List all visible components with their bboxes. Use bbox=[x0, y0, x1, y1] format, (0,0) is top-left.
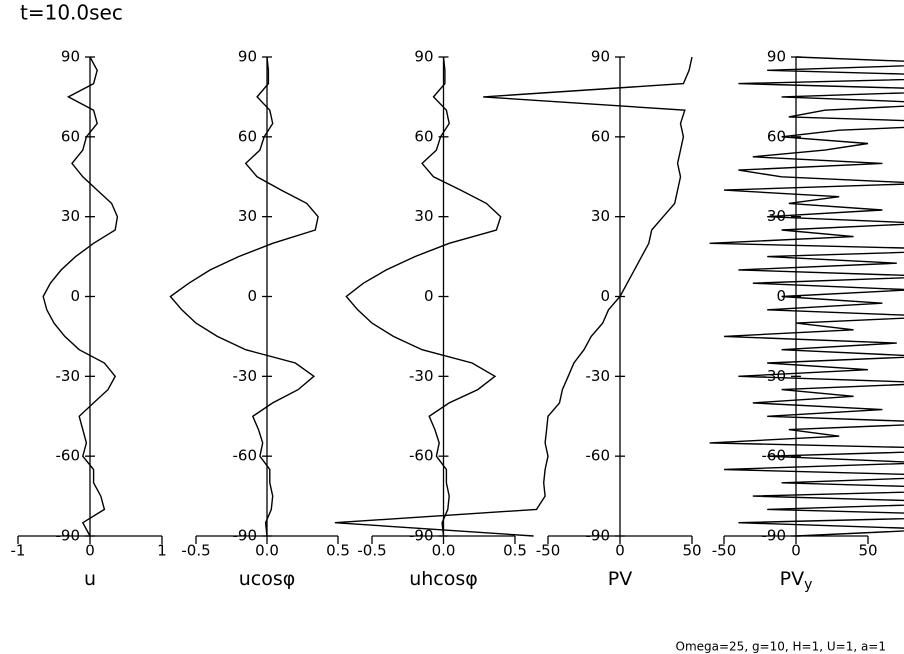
x-axis-label-main: PV bbox=[608, 568, 632, 590]
y-tick-label: 0 bbox=[776, 287, 786, 305]
x-tick-label: -50 bbox=[712, 542, 737, 560]
y-tick-label: -90 bbox=[409, 527, 434, 545]
x-tick-label: 0.0 bbox=[255, 542, 279, 560]
x-tick-label: 50 bbox=[682, 542, 701, 560]
profile-line bbox=[334, 56, 693, 537]
chart-title: t=10.0sec bbox=[20, 1, 123, 25]
y-tick-label: 30 bbox=[61, 207, 80, 225]
x-tick-label: 0 bbox=[615, 542, 625, 560]
x-tick-label: 0.0 bbox=[432, 542, 456, 560]
y-tick-label: -90 bbox=[762, 527, 787, 545]
y-tick-label: -30 bbox=[233, 367, 258, 385]
x-tick-label: 0.5 bbox=[326, 542, 350, 560]
x-tick-label: -1 bbox=[11, 542, 26, 560]
y-tick-label: -60 bbox=[409, 447, 434, 465]
profile-line bbox=[42, 56, 119, 537]
y-tick-label: -30 bbox=[409, 367, 434, 385]
profile-line bbox=[709, 56, 904, 537]
y-tick-label: 30 bbox=[591, 207, 610, 225]
y-tick-label: 0 bbox=[70, 287, 80, 305]
y-tick-label: 60 bbox=[767, 127, 786, 145]
y-tick-label: 90 bbox=[414, 48, 433, 66]
x-tick-label: 0.5 bbox=[503, 542, 527, 560]
y-tick-label: -90 bbox=[233, 527, 258, 545]
y-tick-label: 90 bbox=[61, 48, 80, 66]
x-tick-label: 0 bbox=[85, 542, 95, 560]
footer-note: Omega=25, g=10, H=1, U=1, a=1 bbox=[676, 640, 887, 654]
x-axis-label-main: PV bbox=[780, 568, 804, 590]
y-tick-label: 60 bbox=[591, 127, 610, 145]
x-axis-label-main: ucosφ bbox=[239, 568, 296, 590]
x-axis-label-main: u bbox=[84, 568, 96, 590]
y-tick-label: 60 bbox=[414, 127, 433, 145]
x-axis-label: PV bbox=[608, 568, 632, 590]
y-tick-label: -90 bbox=[586, 527, 611, 545]
y-tick-label: -60 bbox=[233, 447, 258, 465]
y-tick-label: 0 bbox=[247, 287, 257, 305]
y-tick-label: 90 bbox=[767, 48, 786, 66]
x-axis-label: PVy bbox=[780, 568, 813, 594]
y-tick-label: -30 bbox=[586, 367, 611, 385]
y-tick-label: -60 bbox=[56, 447, 81, 465]
x-axis-label: uhcosφ bbox=[409, 568, 478, 590]
y-tick-label: -60 bbox=[586, 447, 611, 465]
y-tick-label: 90 bbox=[591, 48, 610, 66]
x-axis-label-sub: y bbox=[804, 577, 812, 593]
y-tick-label: -30 bbox=[56, 367, 81, 385]
y-tick-label: 0 bbox=[600, 287, 610, 305]
profile-line bbox=[345, 56, 502, 537]
y-tick-label: -90 bbox=[56, 527, 81, 545]
x-tick-label: -0.5 bbox=[357, 542, 386, 560]
x-axis-label: ucosφ bbox=[239, 568, 296, 590]
x-axis-label: u bbox=[84, 568, 96, 590]
x-axis-label-main: uhcosφ bbox=[409, 568, 478, 590]
y-tick-label: 60 bbox=[238, 127, 257, 145]
y-tick-label: 60 bbox=[61, 127, 80, 145]
x-tick-label: 50 bbox=[858, 542, 877, 560]
profile-line bbox=[169, 56, 319, 537]
x-tick-label: -50 bbox=[536, 542, 561, 560]
x-tick-label: 1 bbox=[157, 542, 167, 560]
y-tick-label: 90 bbox=[238, 48, 257, 66]
y-tick-label: 0 bbox=[424, 287, 434, 305]
y-tick-label: 30 bbox=[238, 207, 257, 225]
x-tick-label: -0.5 bbox=[181, 542, 210, 560]
y-tick-label: 30 bbox=[414, 207, 433, 225]
x-tick-label: 0 bbox=[791, 542, 801, 560]
y-tick-label: -30 bbox=[762, 367, 787, 385]
